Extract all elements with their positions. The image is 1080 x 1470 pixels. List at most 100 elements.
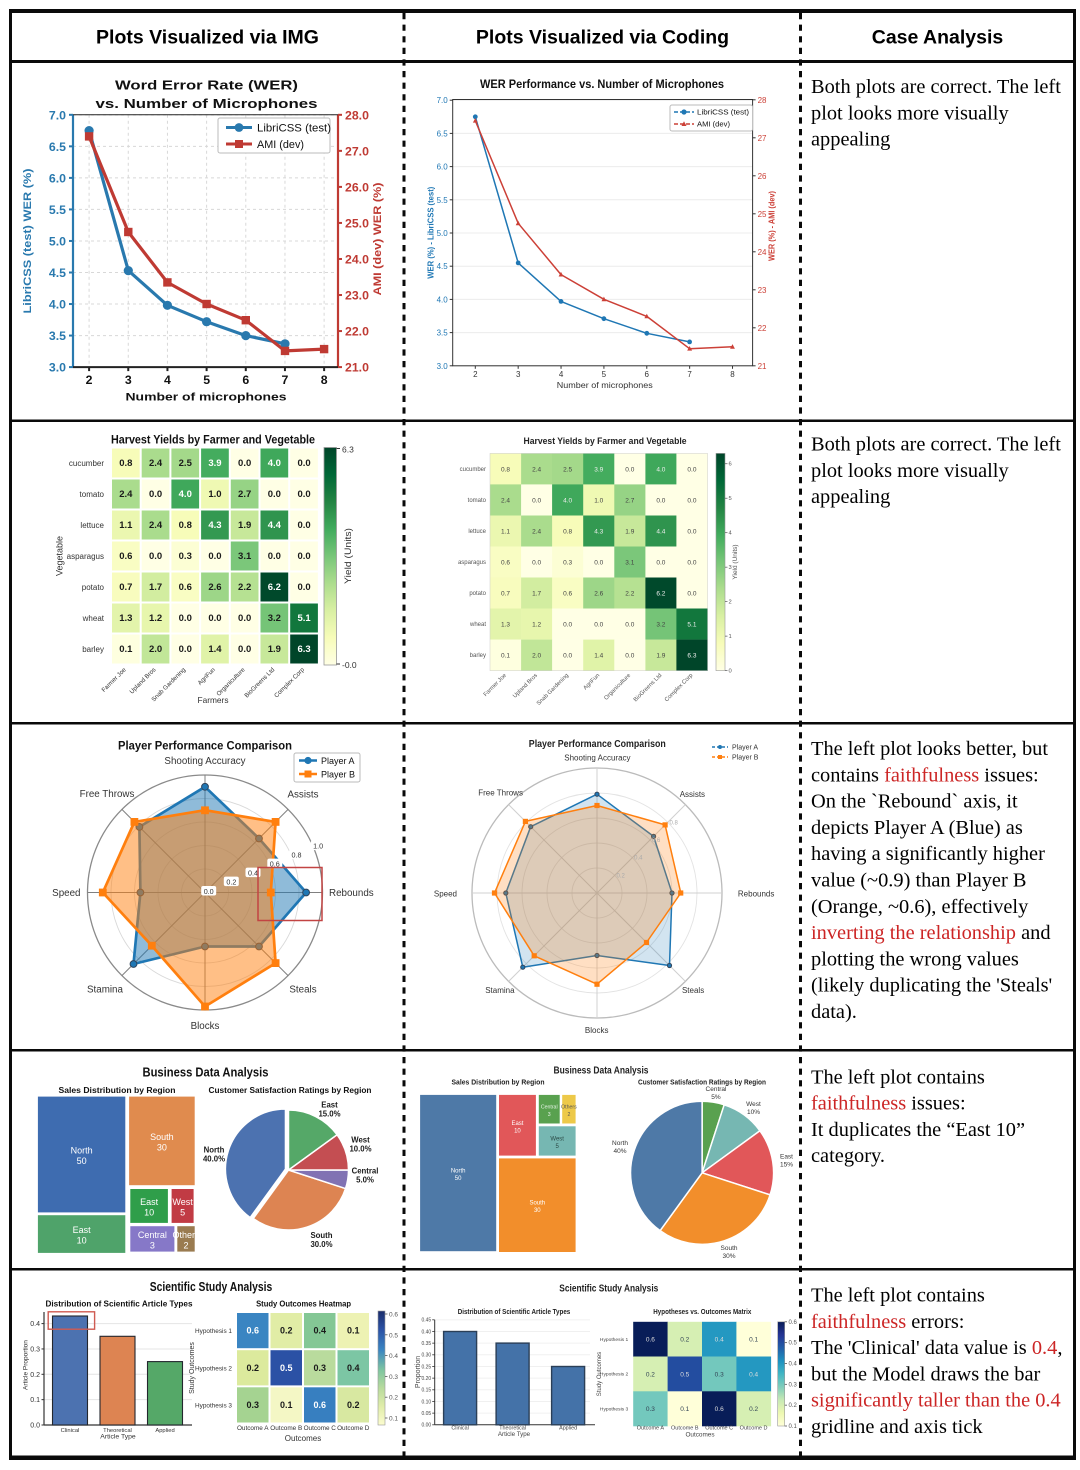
svg-text:0.6: 0.6	[715, 1406, 724, 1413]
svg-text:0.0: 0.0	[625, 622, 634, 629]
svg-text:North: North	[204, 1146, 225, 1155]
svg-text:Study Outcomes: Study Outcomes	[189, 1342, 196, 1394]
svg-text:10: 10	[77, 1236, 87, 1246]
svg-text:0.8: 0.8	[501, 466, 510, 473]
svg-text:East: East	[780, 1154, 793, 1161]
svg-text:Rebounds: Rebounds	[329, 888, 374, 899]
svg-text:plot looks more visually: plot looks more visually	[811, 102, 1009, 124]
svg-text:0.3: 0.3	[646, 1406, 655, 1413]
svg-text:0.4: 0.4	[749, 1371, 758, 1378]
svg-text:Applied: Applied	[155, 1428, 174, 1434]
svg-text:5.1: 5.1	[297, 613, 311, 624]
svg-text:appealing: appealing	[811, 486, 890, 508]
svg-text:2.4: 2.4	[532, 466, 541, 473]
svg-text:Article Type: Article Type	[100, 1434, 136, 1441]
svg-text:Player B: Player B	[321, 770, 355, 780]
svg-text:5: 5	[729, 496, 732, 502]
svg-text:6.3: 6.3	[687, 653, 696, 660]
svg-text:3.1: 3.1	[238, 551, 252, 562]
svg-text:South: South	[310, 1231, 332, 1240]
svg-text:AMI (dev) WER (%): AMI (dev) WER (%)	[372, 182, 384, 295]
svg-text:Stamina: Stamina	[87, 985, 123, 996]
svg-text:2.0: 2.0	[532, 653, 541, 660]
svg-text:0.45: 0.45	[421, 1318, 431, 1324]
svg-text:0.1: 0.1	[749, 1337, 758, 1344]
svg-text:21.0: 21.0	[345, 361, 369, 375]
svg-text:plot looks more visually: plot looks more visually	[811, 460, 1009, 482]
svg-text:1.0: 1.0	[208, 489, 221, 500]
svg-text:4.5: 4.5	[437, 262, 449, 271]
svg-text:Sales Distribution by Region: Sales Distribution by Region	[452, 1078, 545, 1087]
svg-text:Player A: Player A	[732, 745, 758, 752]
svg-text:lettuce: lettuce	[80, 521, 104, 530]
svg-text:South: South	[721, 1245, 738, 1252]
svg-text:0.5: 0.5	[789, 1341, 798, 1347]
svg-text:1.1: 1.1	[501, 528, 510, 535]
svg-text:30.0%: 30.0%	[310, 1240, 332, 1249]
svg-text:4.0: 4.0	[268, 458, 281, 469]
svg-text:tomato: tomato	[80, 490, 105, 499]
svg-text:6: 6	[242, 373, 249, 387]
svg-text:Central: Central	[706, 1086, 728, 1093]
svg-text:2.4: 2.4	[501, 497, 510, 504]
svg-text:0.0: 0.0	[204, 887, 214, 896]
svg-text:North: North	[71, 1146, 93, 1156]
svg-text:Clinical: Clinical	[451, 1426, 468, 1432]
svg-text:Harvest Yields by Farmer and V: Harvest Yields by Farmer and Vegetable	[111, 433, 315, 447]
svg-text:depicts Player A (Blue) as: depicts Player A (Blue) as	[811, 817, 1023, 839]
svg-text:4.0: 4.0	[563, 497, 572, 504]
svg-text:0.6: 0.6	[246, 1326, 259, 1336]
svg-text:WER Performance vs. Number of: WER Performance vs. Number of Microphone…	[480, 79, 724, 91]
svg-text:0.8: 0.8	[563, 528, 572, 535]
svg-text:0.6: 0.6	[389, 1312, 398, 1319]
svg-text:Number of microphones: Number of microphones	[126, 392, 287, 404]
svg-text:Outcome B: Outcome B	[671, 1426, 699, 1432]
svg-text:5%: 5%	[711, 1094, 721, 1101]
svg-text:6.0: 6.0	[49, 171, 66, 185]
svg-text:0.2: 0.2	[680, 1337, 689, 1344]
svg-text:0.2: 0.2	[789, 1403, 798, 1409]
svg-text:The left plot contains: The left plot contains	[811, 1066, 985, 1088]
svg-text:40.0%: 40.0%	[203, 1154, 225, 1163]
svg-text:25: 25	[758, 210, 767, 219]
svg-text:0: 0	[729, 669, 732, 675]
svg-text:6.2: 6.2	[656, 591, 665, 598]
svg-text:2: 2	[183, 1240, 188, 1250]
svg-text:2.5: 2.5	[179, 458, 193, 469]
svg-text:0.0: 0.0	[594, 560, 603, 567]
svg-text:0.4: 0.4	[634, 856, 643, 862]
svg-text:1: 1	[729, 634, 732, 640]
svg-text:Business Data Analysis: Business Data Analysis	[143, 1065, 269, 1080]
svg-text:Clinical: Clinical	[61, 1428, 80, 1434]
svg-text:0.0: 0.0	[238, 644, 251, 655]
svg-text:5.5: 5.5	[437, 196, 449, 205]
svg-text:0.6: 0.6	[563, 591, 572, 598]
svg-text:4.4: 4.4	[656, 528, 665, 535]
svg-text:0.00: 0.00	[421, 1423, 431, 1429]
svg-text:0.2: 0.2	[246, 1363, 259, 1373]
svg-text:0.0: 0.0	[208, 551, 221, 562]
svg-text:2.2: 2.2	[625, 591, 634, 598]
svg-text:0.4: 0.4	[789, 1361, 798, 1367]
svg-text:0.0: 0.0	[625, 653, 634, 660]
svg-text:0.4: 0.4	[347, 1363, 360, 1373]
svg-text:Distribution of Scientific Art: Distribution of Scientific Article Types	[458, 1309, 571, 1316]
svg-text:0.0: 0.0	[208, 613, 221, 624]
svg-text:Vegetable: Vegetable	[55, 536, 65, 576]
svg-text:6.0: 6.0	[437, 163, 449, 172]
svg-text:Hypothesis 1: Hypothesis 1	[600, 1337, 629, 1343]
svg-text:0.0: 0.0	[563, 622, 572, 629]
svg-text:10%: 10%	[747, 1109, 760, 1116]
svg-text:0.1: 0.1	[119, 644, 133, 655]
svg-text:category.: category.	[811, 1145, 885, 1167]
svg-text:28.0: 28.0	[345, 108, 369, 122]
svg-text:AMI (dev): AMI (dev)	[257, 139, 304, 151]
svg-text:2.4: 2.4	[532, 528, 541, 535]
svg-text:Free Throws: Free Throws	[80, 789, 135, 800]
svg-text:0.2: 0.2	[389, 1395, 398, 1402]
svg-text:1.4: 1.4	[208, 644, 222, 655]
svg-text:2.6: 2.6	[594, 591, 603, 598]
svg-text:wheat: wheat	[82, 614, 105, 623]
svg-text:cucumber: cucumber	[69, 459, 104, 468]
svg-text:1.9: 1.9	[656, 653, 665, 660]
